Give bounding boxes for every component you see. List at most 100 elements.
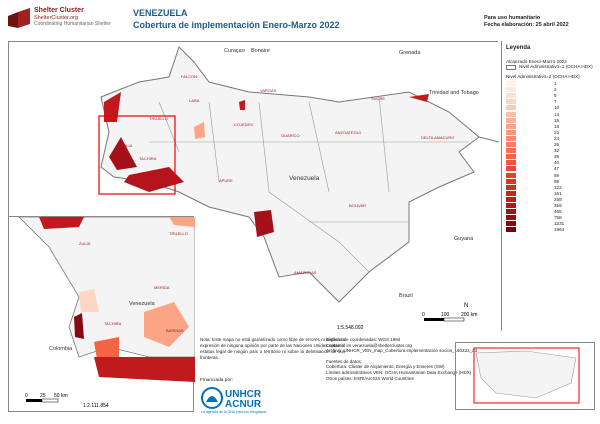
legend-swatch [506, 209, 516, 215]
legend-class: 359 [506, 203, 598, 209]
legend-class: 95 [506, 178, 598, 185]
legend-value: 1 [554, 81, 557, 86]
legend-value: 1964 [554, 227, 565, 233]
legend-swatch [506, 172, 516, 178]
legend-swatch [506, 99, 516, 105]
page-title: Cobertura de implementación Enero-Marzo … [133, 20, 340, 30]
legend-class: 23 [506, 129, 598, 136]
legend-class: 465 [506, 209, 598, 215]
scale-tick: 200 km [461, 312, 477, 318]
legend-class: 122 [506, 184, 598, 191]
label-bonaire: Bonaire [251, 48, 270, 54]
shelter-logo-icon [8, 8, 30, 28]
region-tachira-south [124, 167, 184, 192]
legend-value: 32 [554, 148, 560, 154]
legend-value: 758 [554, 215, 562, 221]
map-info: Sistema de coordenadas: WGS 1984 Contact… [326, 337, 477, 381]
label-cojedes: COJEDES [234, 122, 253, 127]
legend-class: 258 [506, 196, 598, 203]
label-trinidad: Trinidad and Tobago [429, 90, 479, 96]
admin1-swatch [506, 65, 516, 70]
legend-value: 26 [554, 142, 560, 147]
legend-subtitle: Alcanzado Enero-Marzo 2022 [506, 59, 567, 64]
label-bolivar: BOLIVAR [349, 203, 366, 208]
legend-class: 24 [506, 135, 598, 142]
legend-admin1: Nivel Administrativo=1 (OCHA HDX) [519, 64, 593, 69]
title-country: VENEZUELA [133, 8, 188, 18]
funded-by: Financiada por: [200, 378, 234, 383]
legend-admin2: Nivel Administrativo=2 (OCHA HDX) [506, 74, 580, 79]
legend-value: 13 [554, 111, 560, 117]
legend-value: 15 [554, 117, 560, 123]
legend-class: 26 [506, 142, 598, 148]
label-lara: LARA [189, 98, 200, 103]
inset-scale-tick: 0 [25, 393, 28, 399]
legend-value: 359 [554, 203, 562, 208]
legend-value: 47 [554, 166, 560, 172]
legend-value: 24 [554, 135, 560, 141]
label-venezuela: Venezuela [289, 175, 320, 182]
label-falcon: FALCON [181, 74, 197, 79]
legend-swatch [506, 129, 516, 135]
legend-swatch [506, 196, 516, 202]
legend-swatch [506, 135, 516, 141]
legend-class: 7 [506, 99, 598, 105]
inset-extent-box [98, 115, 176, 195]
svg-text:UNHCR: UNHCR [225, 389, 262, 400]
legend-class: 1 [506, 81, 598, 87]
org-name: Shelter Cluster [34, 7, 84, 14]
legend-title: Leyenda [506, 45, 531, 51]
legend-swatch [506, 111, 516, 117]
inset-label-merida: MERIDA [154, 285, 170, 290]
label-guyana: Guyana [454, 236, 474, 242]
label-vargas: VARGAS [260, 88, 277, 93]
legend-class: 59 [506, 172, 598, 179]
scale-tick: 0 [422, 312, 425, 318]
inset-scale-tick: 50 km [54, 393, 68, 399]
info-crs: Sistema de coordenadas: WGS 1984 [326, 337, 401, 342]
legend-value: 1231 [554, 221, 565, 227]
disclaimer: Nota: Este mapa no está garantizado como… [200, 337, 345, 360]
info-other: Otros países: ESRI/ArcGIS World Countrie… [326, 375, 414, 381]
inset-label-colombia: Colombia [49, 346, 73, 352]
legend-class: 15 [506, 117, 598, 124]
info-contact: Contacto: im.venezuela@sheltercluster.or… [326, 342, 412, 348]
legend-swatch [506, 190, 516, 196]
legend-value: 5 [554, 93, 557, 99]
legend-class: 32 [506, 148, 598, 154]
inset-label-barinas: BARINAS [166, 328, 184, 333]
org-tagline: Coordinating Humanitarian Shelter [34, 21, 111, 27]
legend-swatch [506, 221, 516, 227]
legend-value: 122 [554, 184, 562, 190]
legend-swatch [506, 215, 516, 221]
legend-swatch [506, 142, 516, 147]
legend-swatch [506, 81, 516, 86]
legend-value: 258 [554, 196, 562, 202]
legend-swatch [506, 178, 516, 184]
info-limits: Límites administrativos VEN: OCHA Humani… [326, 369, 472, 375]
legend-value: 23 [554, 129, 560, 135]
label-sucre: SUCRE [371, 96, 385, 101]
legend-value: 10 [554, 105, 560, 111]
legend-value: 465 [554, 209, 562, 215]
legend-class: 5 [506, 93, 598, 99]
legend-value: 18 [554, 123, 560, 129]
label-delta-amacuro: DELTA AMACURO [421, 135, 454, 140]
legend-class: 39 [506, 154, 598, 160]
legend-swatch [506, 166, 516, 172]
unhcr-logo: UNHCR ACNUR La agencia de la ONU para lo… [200, 386, 280, 414]
info-coverage: Cobertura: Clúster de Alojamiento, Energ… [326, 364, 445, 370]
legend-swatch [506, 93, 516, 99]
region-zulia-north [104, 92, 121, 122]
legend-swatch [506, 160, 516, 166]
legend-value: 95 [554, 178, 560, 184]
label-brazil: Brazil [399, 293, 413, 299]
inset-label-venezuela: Venezuela [129, 301, 156, 307]
legend-class: 13 [506, 111, 598, 118]
legend-class: 758 [506, 215, 598, 221]
info-sources-title: Fuentes de datos: [326, 358, 363, 364]
label-grenada: Grenada [399, 50, 421, 56]
legend-swatch [506, 203, 516, 208]
inset-scale-tick: 25 [40, 393, 46, 399]
inset-label-trujillo: TRUJILLO [169, 231, 188, 236]
